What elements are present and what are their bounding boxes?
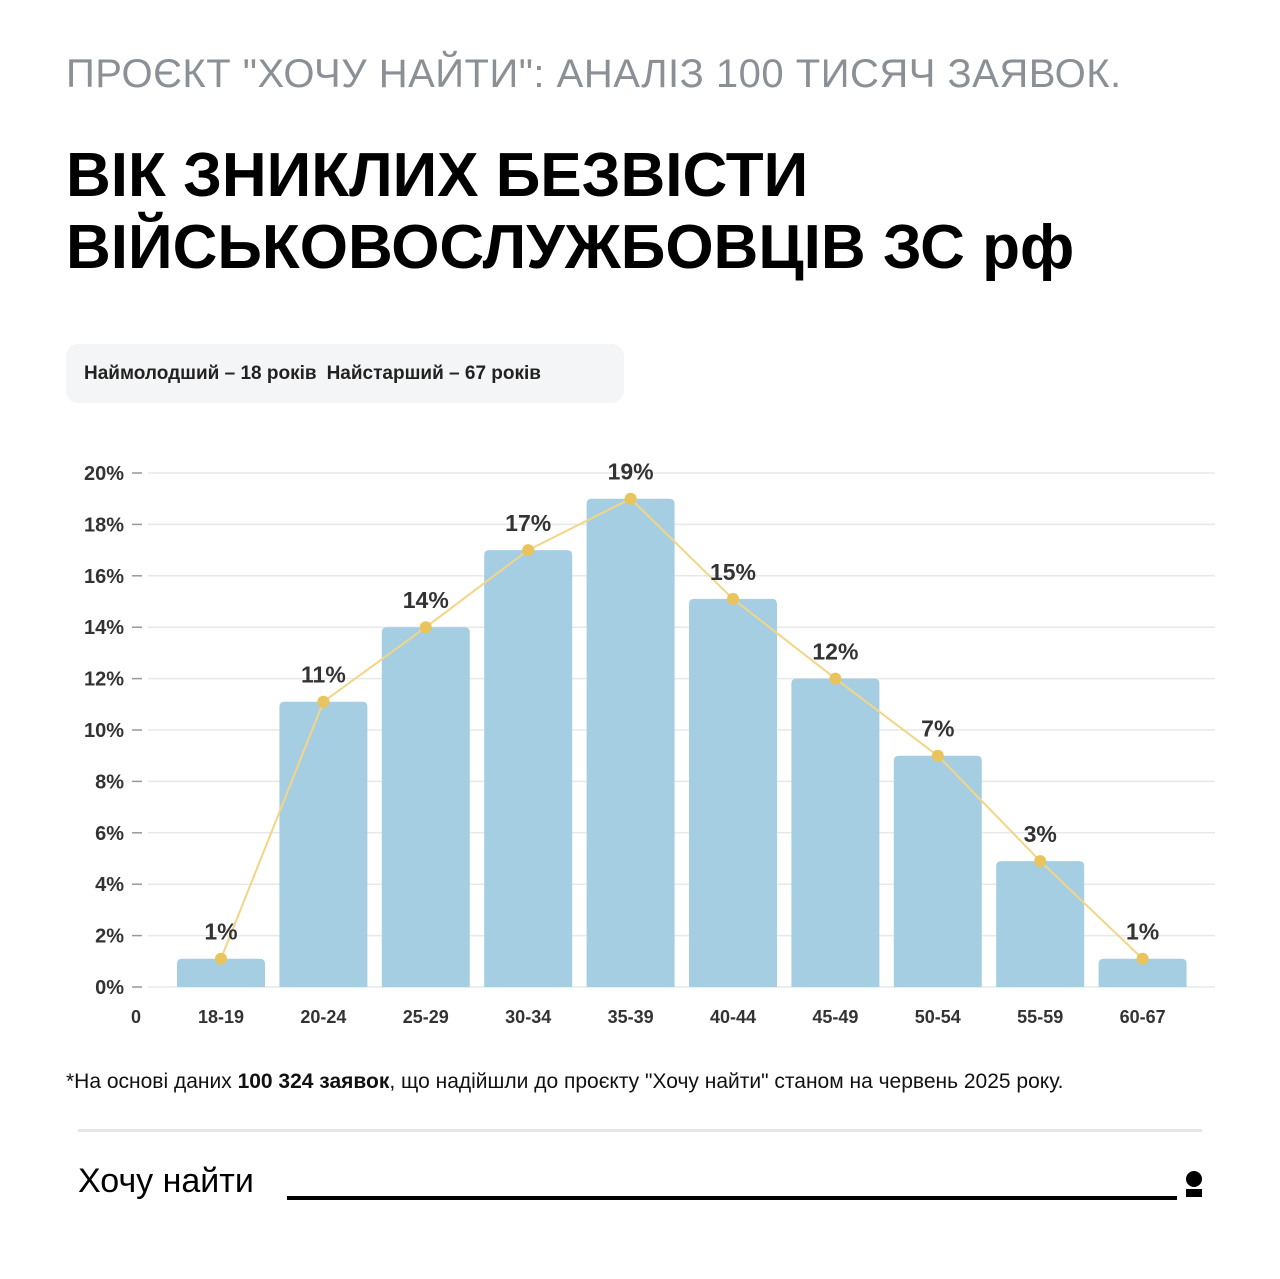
data-label: 11%	[301, 662, 346, 688]
x-tick-label: 45-49	[812, 1007, 858, 1027]
note-count: 100 324 заявок	[237, 1070, 390, 1093]
data-label: 14%	[403, 587, 449, 613]
bar	[381, 627, 470, 987]
y-tick-label: 14%	[84, 617, 124, 639]
bar	[484, 550, 573, 987]
bar	[177, 958, 265, 987]
title-line-1: ВІК ЗНИКЛИХ БЕЗВІСТИ	[66, 141, 809, 210]
data-point	[317, 695, 330, 708]
bar	[279, 701, 368, 987]
x-tick-label: 60-67	[1120, 1007, 1166, 1027]
data-label: 7%	[921, 716, 954, 742]
y-tick-label: 10%	[84, 720, 124, 742]
x-tick-label: 50-54	[915, 1007, 961, 1027]
brand-name: Хочу найти	[78, 1162, 254, 1200]
note-prefix: *На основі даних	[66, 1070, 238, 1093]
data-point	[1034, 855, 1047, 868]
data-point	[727, 592, 739, 605]
y-tick-label: 6%	[95, 823, 124, 845]
bar	[791, 678, 880, 987]
x-tick-label: 30-34	[505, 1007, 551, 1027]
data-label: 17%	[505, 510, 551, 536]
note-suffix: , що надійшли до проєкту "Хочу найти" ст…	[389, 1070, 1064, 1093]
data-label: 3%	[1024, 821, 1057, 847]
x-tick-label: 40-44	[710, 1007, 756, 1027]
y-tick-label: 20%	[84, 463, 124, 485]
x-tick-label: 20-24	[300, 1007, 346, 1027]
supertitle: ПРОЄКТ "ХОЧУ НАЙТИ": АНАЛІЗ 100 ТИСЯЧ ЗА…	[66, 52, 1122, 96]
data-point	[624, 492, 637, 505]
page-title: ВІК ЗНИКЛИХ БЕЗВІСТИ ВІЙСЬКОВОСЛУЖБОВЦІВ…	[66, 140, 1074, 284]
data-point	[829, 672, 842, 685]
y-tick-label: 8%	[95, 771, 124, 793]
bar	[586, 498, 675, 987]
data-label: 15%	[710, 559, 756, 585]
data-point	[1136, 952, 1149, 965]
x-tick-label: 35-39	[608, 1007, 654, 1027]
y-tick-label: 12%	[84, 669, 124, 691]
data-label: 12%	[812, 639, 858, 665]
bar	[996, 861, 1085, 987]
footnote: *На основі даних 100 324 заявок, що наді…	[66, 1068, 1186, 1095]
brand-underline	[287, 1196, 1177, 1200]
y-tick-label: 18%	[84, 514, 124, 536]
age-range-badge: Наймолодший – 18 років Найстарший – 67 р…	[66, 344, 624, 403]
bar	[1098, 958, 1187, 987]
data-label: 19%	[608, 459, 654, 485]
data-point	[419, 621, 432, 634]
youngest-label: Наймолодший – 18 років	[84, 362, 317, 384]
x-tick-label: 25-29	[403, 1007, 449, 1027]
x-tick-label: 55-59	[1017, 1007, 1063, 1027]
divider	[78, 1129, 1202, 1132]
person-icon	[1186, 1171, 1202, 1197]
title-line-2: ВІЙСЬКОВОСЛУЖБОВЦІВ ЗС рф	[66, 213, 1075, 282]
data-label: 1%	[1126, 919, 1159, 945]
oldest-label: Найстарший – 67 років	[326, 362, 541, 384]
data-point	[522, 544, 535, 557]
y-tick-label: 0%	[95, 977, 124, 999]
y-tick-label: 4%	[95, 874, 124, 896]
data-label: 1%	[204, 919, 237, 945]
data-point	[931, 749, 944, 762]
y-tick-label: 16%	[84, 566, 124, 588]
bar	[893, 755, 982, 987]
bar	[689, 598, 777, 987]
y-tick-label: 2%	[95, 926, 124, 948]
trend-line	[220, 497, 1144, 960]
x-tick-label: 18-19	[198, 1007, 244, 1027]
x-origin-label: 0	[131, 1007, 141, 1027]
data-point	[215, 952, 227, 965]
